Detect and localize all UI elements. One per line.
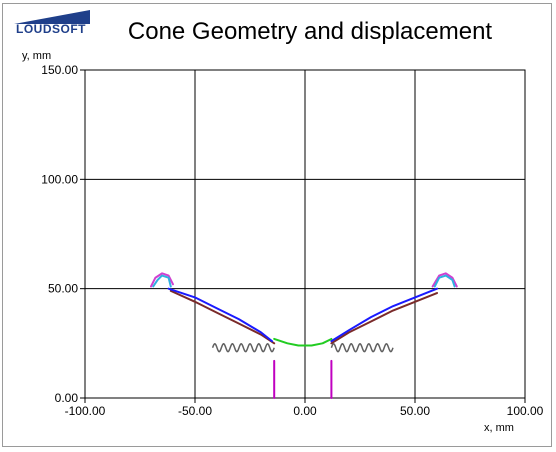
loudsoft-logo [14, 10, 90, 40]
series-line-3 [330, 292, 438, 345]
series-line-2 [169, 289, 276, 345]
series-line-7 [150, 272, 174, 288]
logo-wedge [14, 10, 90, 24]
series-line-8 [152, 274, 172, 288]
x-tick-label-1: -50.00 [178, 404, 212, 418]
series-line-5 [330, 287, 438, 343]
y-axis-label: y, mm [22, 50, 52, 62]
series-line-10 [433, 274, 456, 288]
y-tick-label-0: 0.00 [55, 391, 79, 405]
x-tick-label-2: 0.00 [293, 404, 317, 418]
logo-text: LOUDSOFT [16, 22, 86, 36]
suspension-right [330, 342, 394, 353]
series-line-4 [167, 287, 273, 343]
chart-title: Cone Geometry and displacement [127, 18, 493, 45]
series-line-6 [273, 337, 333, 347]
y-tick-label-1: 50.00 [48, 282, 78, 296]
y-tick-label-2: 100.00 [41, 172, 78, 186]
x-tick-label-0: -100.00 [65, 404, 106, 418]
chart-frame [2, 3, 552, 447]
x-tick-label-4: 100.00 [507, 404, 544, 418]
x-tick-label-3: 50.00 [400, 404, 430, 418]
y-tick-label-3: 150.00 [41, 63, 78, 77]
series-line-9 [431, 272, 458, 288]
suspension-left [211, 342, 275, 353]
x-axis-label: x, mm [484, 422, 514, 434]
